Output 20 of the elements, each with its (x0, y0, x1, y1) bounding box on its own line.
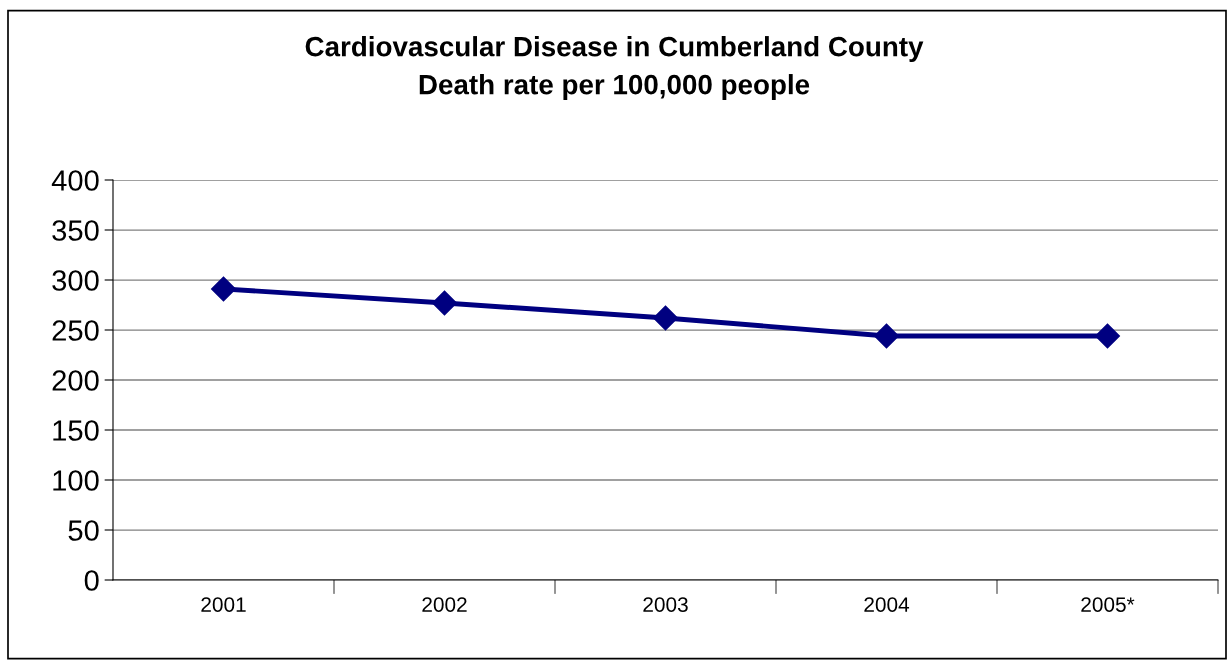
y-tick-label: 50 (68, 520, 99, 541)
point (653, 305, 678, 331)
y-tick-label: 250 (52, 320, 99, 341)
y-tick-label: 300 (52, 270, 99, 291)
x-tick-label: 2003 (643, 597, 688, 612)
x-tick-label: 2004 (864, 597, 910, 612)
point (432, 290, 457, 316)
y-tick-label: 400 (51, 170, 99, 191)
y-tick-label: 0 (84, 570, 99, 591)
y-tick-label: 100 (53, 470, 99, 491)
y-tick-label: 200 (52, 370, 99, 391)
x-tick-label: 2002 (422, 597, 467, 612)
y-tick-label: 350 (52, 220, 99, 241)
point (874, 323, 899, 349)
point (1095, 323, 1120, 349)
point (211, 276, 236, 302)
x-tick-label: 2005* (1081, 597, 1135, 612)
x-tick-label: 2001 (201, 597, 246, 612)
y-tick-label: 150 (53, 420, 99, 441)
chart-title: Cardiovascular Disease in Cumberland County Death rate per 100,000 people (305, 36, 924, 100)
